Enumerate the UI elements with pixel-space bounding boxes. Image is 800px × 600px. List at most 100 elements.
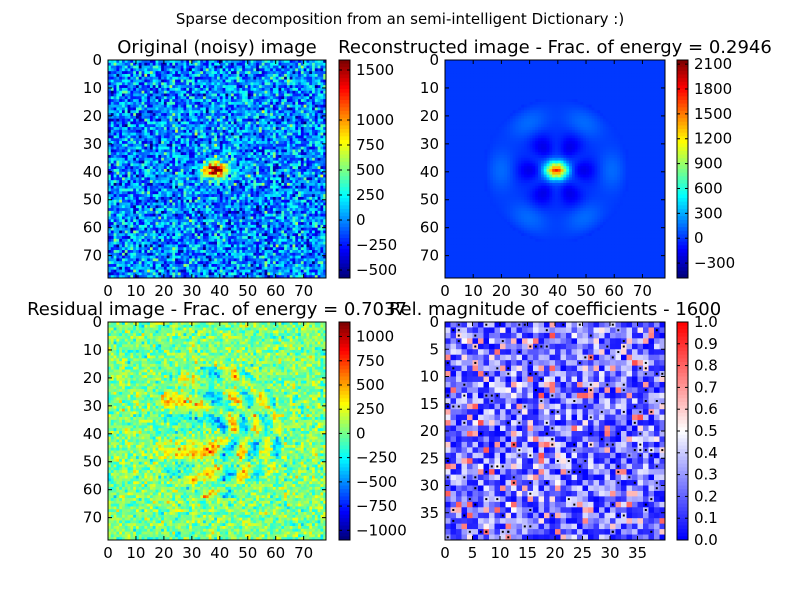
heatmap-cell <box>152 76 156 80</box>
heatmap-cell <box>197 171 201 175</box>
heatmap-cell <box>208 101 212 106</box>
heatmap-cell <box>225 208 229 212</box>
heatmap-cell <box>147 99 151 103</box>
heatmap-cell <box>239 68 243 72</box>
heatmap-cell <box>138 71 142 75</box>
heatmap-cell <box>236 202 240 206</box>
heatmap-cell <box>317 199 321 203</box>
heatmap-cell <box>306 180 310 184</box>
heatmap-cell <box>121 185 126 189</box>
heatmap-cell <box>256 188 260 192</box>
heatmap-cell <box>183 146 187 150</box>
heatmap-cell <box>189 222 193 226</box>
heatmap-cell <box>230 149 235 153</box>
heatmap-cell <box>292 68 296 72</box>
heatmap-cell <box>300 160 305 164</box>
heatmap-cell <box>242 205 246 209</box>
heatmap-cell <box>166 205 170 209</box>
heatmap-cell <box>309 230 313 234</box>
heatmap-cell <box>244 82 249 86</box>
heatmap-cell <box>144 99 148 103</box>
heatmap-cell <box>108 182 112 187</box>
heatmap-cell <box>278 118 282 122</box>
heatmap-cell <box>113 101 117 106</box>
heatmap-cell <box>169 224 173 229</box>
heatmap-cell <box>135 196 140 201</box>
heatmap-cell <box>166 157 170 162</box>
heatmap-cell <box>267 155 271 159</box>
heatmap-cell <box>200 129 204 134</box>
heatmap-cell <box>166 115 170 120</box>
heatmap-cell <box>323 155 327 159</box>
heatmap-cell <box>155 171 159 175</box>
heatmap-cell <box>152 155 156 159</box>
heatmap-cell <box>275 199 279 203</box>
heatmap-cell <box>116 113 120 117</box>
heatmap-cell <box>289 113 293 117</box>
heatmap-cell <box>155 68 159 72</box>
heatmap-cell <box>138 141 142 145</box>
heatmap-cell <box>247 71 251 75</box>
heatmap-cell <box>166 96 170 100</box>
heatmap-cell <box>147 146 151 150</box>
heatmap-cell <box>108 101 112 106</box>
heatmap-cell <box>183 118 187 122</box>
heatmap-cell <box>275 60 279 64</box>
heatmap-cell <box>228 210 232 215</box>
heatmap-cell <box>230 222 235 226</box>
heatmap-cell <box>121 71 126 75</box>
heatmap-cell <box>261 71 265 75</box>
heatmap-cell <box>242 196 246 201</box>
heatmap-cell <box>286 118 291 122</box>
heatmap-cell <box>200 210 204 215</box>
heatmap-cell <box>233 196 237 201</box>
heatmap-cell <box>217 73 221 78</box>
heatmap-cell <box>205 71 210 75</box>
heatmap-cell <box>172 236 176 240</box>
heatmap-cell <box>217 177 221 181</box>
heatmap-cell <box>258 216 263 220</box>
heatmap-cell <box>116 230 120 234</box>
heatmap-cell <box>205 127 210 131</box>
heatmap-cell <box>189 101 193 106</box>
heatmap-cell <box>186 124 190 128</box>
heatmap-cell <box>124 196 128 201</box>
heatmap-cell <box>300 152 305 156</box>
heatmap-cell <box>303 124 307 128</box>
heatmap-cell <box>261 132 265 136</box>
heatmap-cell <box>261 166 265 170</box>
heatmap-cell <box>161 205 165 209</box>
heatmap-cell <box>180 166 184 170</box>
heatmap-cell <box>300 196 305 201</box>
heatmap-cell <box>149 169 154 173</box>
heatmap-cell <box>152 149 156 153</box>
heatmap-cell <box>298 93 302 97</box>
heatmap-cell <box>292 188 296 192</box>
heatmap-cell <box>272 163 277 167</box>
heatmap-cell <box>175 224 179 229</box>
heatmap-cell <box>186 152 190 156</box>
heatmap-cell <box>278 115 282 120</box>
heatmap-cell <box>264 230 268 234</box>
heatmap-cell <box>295 233 299 237</box>
heatmap-cell <box>163 219 168 223</box>
heatmap-cell <box>242 143 246 148</box>
heatmap-cell <box>320 194 324 198</box>
heatmap-cell <box>110 90 114 94</box>
heatmap-cell <box>247 107 251 111</box>
heatmap-cell <box>217 96 221 100</box>
heatmap-cell <box>289 152 293 156</box>
heatmap-cell <box>158 104 162 108</box>
heatmap-cell <box>292 110 296 114</box>
heatmap-cell <box>200 90 204 94</box>
heatmap-cell <box>108 124 112 128</box>
heatmap-cell <box>242 222 246 226</box>
heatmap-cell <box>298 71 302 75</box>
heatmap-cell <box>147 96 151 100</box>
heatmap-cell <box>152 65 156 69</box>
heatmap-cell <box>155 73 159 78</box>
heatmap-cell <box>211 174 215 178</box>
heatmap-cell <box>194 160 198 164</box>
heatmap-cell <box>191 219 196 223</box>
heatmap-cell <box>225 93 229 97</box>
